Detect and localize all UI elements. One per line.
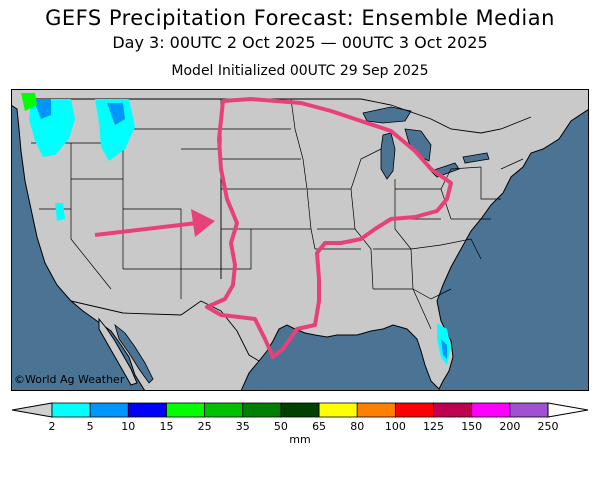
legend-tick-label: 200 — [499, 420, 520, 433]
forecast-period: Day 3: 00UTC 2 Oct 2025 — 00UTC 3 Oct 20… — [112, 33, 488, 52]
legend-swatch — [127, 402, 167, 418]
model-init-time: Model Initialized 00UTC 29 Sep 2025 — [171, 63, 429, 79]
precip-pacific-northwest — [21, 93, 135, 221]
legend-swatch — [280, 402, 320, 418]
land-mass — [11, 89, 589, 391]
precip-florida — [437, 323, 451, 365]
legend-tick-label: 125 — [423, 420, 444, 433]
legend-tick-label: 150 — [461, 420, 482, 433]
legend-tick-label: 25 — [198, 420, 212, 433]
legend-swatch — [356, 402, 396, 418]
legend-tick-label: 5 — [87, 420, 94, 433]
legend-under-arrow — [11, 402, 53, 418]
legend-swatch — [433, 402, 473, 418]
legend-swatch — [204, 402, 244, 418]
legend-tick-label: 10 — [121, 420, 135, 433]
great-lakes — [362, 106, 490, 180]
precipitation-legend: 2 5 10 15 25 35 50 65 80 100 125 150 200 250 — [11, 402, 589, 433]
precipitation-map — [11, 89, 589, 391]
legend-tick-label: 250 — [538, 420, 559, 433]
legend-swatch — [51, 402, 91, 418]
legend-tick-label: 80 — [350, 420, 364, 433]
legend-swatch — [471, 402, 511, 418]
gulf-of-california — [114, 323, 154, 384]
legend-swatch — [318, 402, 358, 418]
legend-swatch — [166, 402, 206, 418]
legend-swatch — [509, 402, 549, 418]
legend-swatch — [242, 402, 282, 418]
legend-tick-label: 35 — [236, 420, 250, 433]
legend-units: mm — [289, 433, 311, 446]
legend-tick-label: 15 — [159, 420, 173, 433]
map-title: GEFS Precipitation Forecast: Ensemble Me… — [45, 6, 555, 30]
legend-swatch — [89, 402, 129, 418]
chesapeake-bay — [497, 207, 503, 229]
map-credit: ©World Ag Weather — [14, 373, 125, 386]
legend-tick-label: 65 — [312, 420, 326, 433]
legend-swatch — [394, 402, 434, 418]
annotation-arrow — [94, 209, 215, 237]
baja-california — [98, 317, 138, 386]
legend-tick-label: 100 — [385, 420, 406, 433]
legend-tick-label: 50 — [274, 420, 288, 433]
legend-tick-label: 2 — [49, 420, 56, 433]
legend-over-arrow — [547, 402, 589, 418]
annotation-outline — [205, 97, 453, 359]
